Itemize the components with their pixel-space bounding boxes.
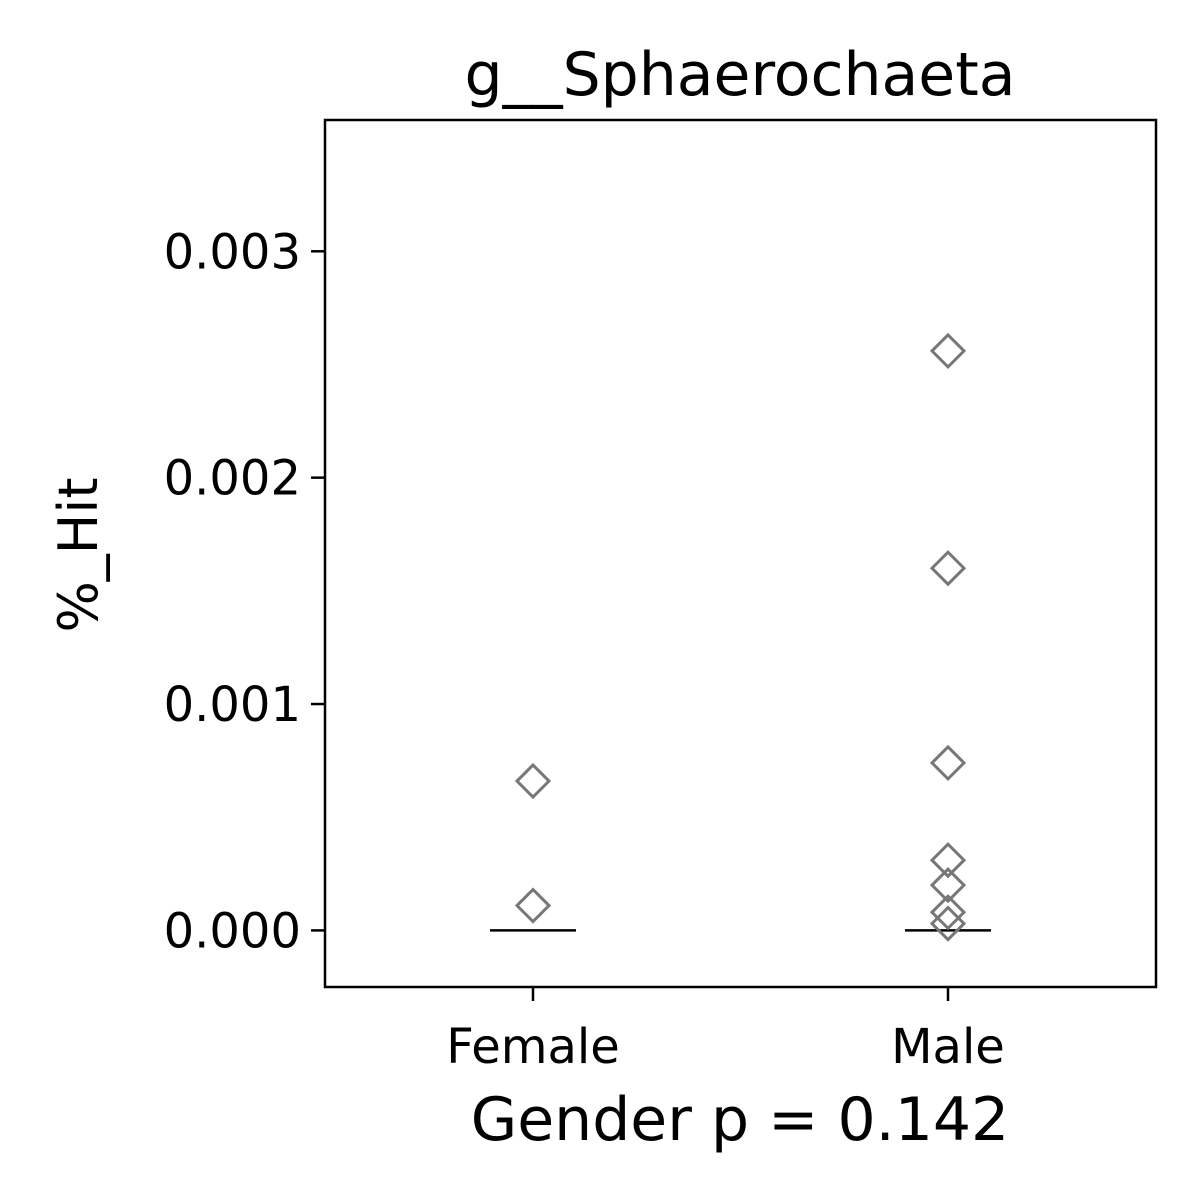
data-point xyxy=(514,887,552,924)
y-tick-label: 0.001 xyxy=(164,677,301,733)
x-axis-label: Gender p = 0.142 xyxy=(471,1085,1009,1155)
plot-marks xyxy=(490,332,991,942)
data-point xyxy=(929,905,967,942)
x-axis: Female Male xyxy=(446,987,1005,1075)
chart-title: g__Sphaerochaeta xyxy=(464,40,1015,110)
y-tick-label: 0.003 xyxy=(164,224,301,280)
data-point xyxy=(929,744,967,782)
data-point xyxy=(929,550,967,587)
y-tick-label: 0.002 xyxy=(164,451,301,507)
x-tick-label: Female xyxy=(446,1019,620,1075)
data-point xyxy=(929,332,967,370)
y-axis: 0.000 0.001 0.002 0.003 xyxy=(164,224,325,959)
plot-frame xyxy=(323,118,1158,989)
y-axis-label: %_Hit xyxy=(47,477,110,632)
x-tick-label: Male xyxy=(891,1019,1005,1075)
data-point xyxy=(929,842,967,879)
data-point xyxy=(929,894,967,931)
data-point xyxy=(929,867,967,904)
y-tick-label: 0.000 xyxy=(164,903,301,959)
data-point xyxy=(514,762,552,800)
